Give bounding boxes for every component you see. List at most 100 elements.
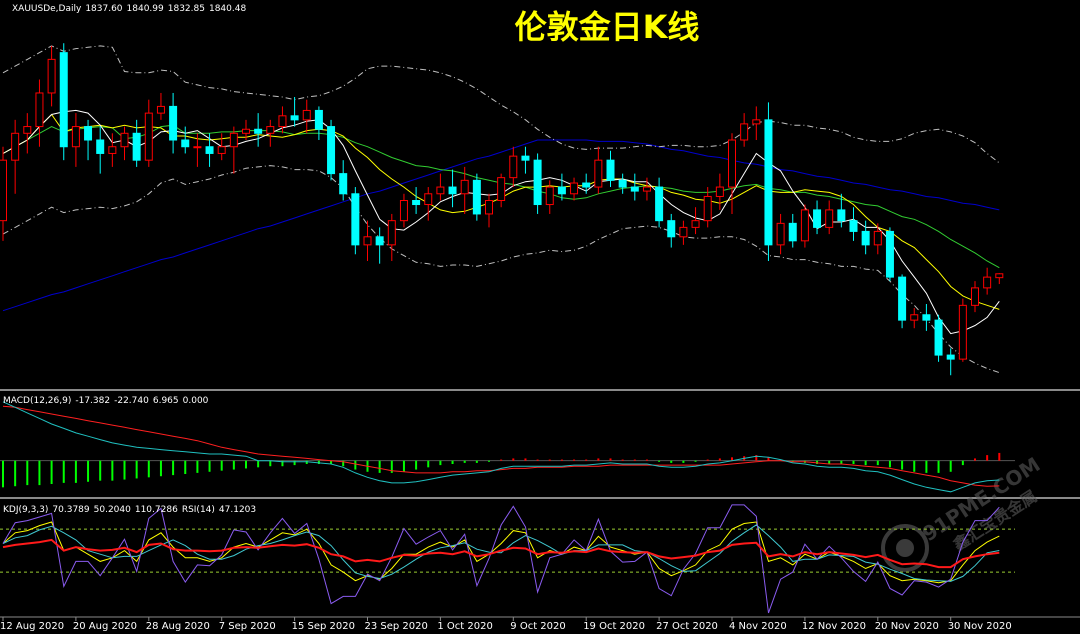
macd-bar	[621, 459, 624, 461]
x-tick-label: 1 Oct 2020	[437, 621, 492, 632]
macd-bar	[232, 460, 235, 470]
macd-bar	[269, 460, 272, 467]
header-item: MACD(12,26,9)	[3, 396, 71, 406]
macd-bar	[500, 459, 503, 461]
candle-body	[156, 105, 165, 114]
header-item: 1837.60	[85, 4, 122, 14]
candle-body	[630, 186, 639, 192]
panel-header: KDJ(9,3,3) 70.3789 50.2040 110.7286 RSI(14) 4…	[3, 505, 256, 515]
candle-body	[497, 177, 506, 201]
candle-body	[728, 139, 736, 188]
macd-bar	[172, 460, 175, 476]
candle-body	[971, 287, 979, 306]
candle-body	[509, 155, 518, 179]
macd-bar	[731, 457, 733, 461]
header-item: RSI(14)	[182, 505, 215, 515]
x-tick-label: 7 Sep 2020	[219, 621, 276, 632]
candle-body	[958, 304, 967, 360]
macd-bar	[87, 460, 90, 482]
candle-body	[229, 132, 238, 148]
macd-bar	[682, 460, 685, 463]
candle-body	[11, 132, 20, 161]
macd-bar	[998, 452, 1001, 461]
candle-body	[84, 126, 93, 141]
macd-bar	[2, 460, 4, 488]
macd-bar	[718, 458, 721, 461]
x-tick-label: 12 Aug 2020	[0, 621, 64, 632]
candle-body	[837, 209, 846, 222]
macd-bar	[609, 458, 612, 461]
indicator-line	[2, 165, 1000, 374]
candle-body	[545, 186, 554, 206]
candle-body	[776, 222, 785, 246]
macd-bar	[852, 460, 855, 464]
candle-body	[849, 220, 858, 232]
x-tick-label: 9 Oct 2020	[510, 621, 565, 632]
candle-body	[424, 193, 433, 206]
macd-bar	[767, 457, 770, 461]
candle-body	[254, 128, 263, 134]
x-tick-label: 23 Sep 2020	[365, 621, 428, 632]
macd-bar	[791, 460, 794, 462]
candle-body	[485, 200, 493, 215]
indicator-line	[2, 504, 1000, 614]
indicator-line	[2, 538, 1000, 569]
macd-bar	[974, 458, 976, 461]
macd-bar	[961, 460, 964, 466]
candle-body	[606, 159, 615, 181]
macd-bar	[111, 460, 114, 481]
watermark-ring	[881, 524, 929, 572]
header-item: -17.382	[75, 396, 110, 406]
macd-bar	[390, 460, 393, 473]
candle-body	[983, 276, 992, 289]
macd-bar	[293, 460, 296, 466]
candle-body	[813, 209, 822, 228]
candle-body	[667, 220, 676, 238]
macd-bar	[597, 458, 600, 461]
candle-body	[436, 186, 445, 195]
candle-body	[679, 226, 688, 238]
macd-bar	[694, 460, 697, 462]
candle-body	[59, 52, 68, 148]
candle-body	[691, 220, 700, 228]
candle-body	[910, 314, 919, 321]
panel-header: MACD(12,26,9) -17.382 -22.740 6.965 0.000	[3, 396, 209, 406]
macd-bar	[755, 455, 758, 461]
macd-bar	[281, 460, 284, 467]
macd-bar	[913, 460, 916, 472]
header-item: 0.000	[183, 396, 209, 406]
indicator-line	[2, 45, 1000, 164]
panel-header: XAUUSDe,Daily 1837.60 1840.99 1832.85 1840.4…	[12, 4, 246, 14]
candle-body	[715, 186, 724, 197]
macd-bar	[196, 460, 199, 473]
macd-bar	[706, 459, 709, 461]
macd-bar	[342, 460, 345, 467]
header-item: XAUUSDe,Daily	[12, 4, 82, 14]
macd-bar	[585, 459, 588, 461]
header-item: -22.740	[114, 396, 149, 406]
candle-body	[764, 119, 773, 246]
macd-bar	[402, 460, 405, 472]
indicator-line	[2, 401, 1000, 493]
macd-bar	[38, 460, 41, 486]
macd-bar	[463, 460, 466, 463]
candle-body	[934, 319, 943, 356]
macd-bar	[901, 460, 904, 470]
candle-body	[363, 236, 372, 246]
macd-bar	[475, 460, 478, 463]
candle-body	[946, 354, 955, 360]
candle-body	[290, 115, 299, 121]
macd-bar	[50, 460, 53, 484]
candle-body	[120, 132, 129, 148]
macd-bar	[949, 460, 952, 472]
macd-bar	[159, 460, 162, 477]
candle-body	[132, 132, 141, 161]
header-item: 110.7286	[135, 505, 178, 515]
candle-body	[582, 182, 591, 188]
macd-bar	[840, 460, 843, 464]
macd-bar	[439, 460, 442, 466]
candle-body	[327, 126, 336, 175]
candle-body	[557, 186, 566, 195]
